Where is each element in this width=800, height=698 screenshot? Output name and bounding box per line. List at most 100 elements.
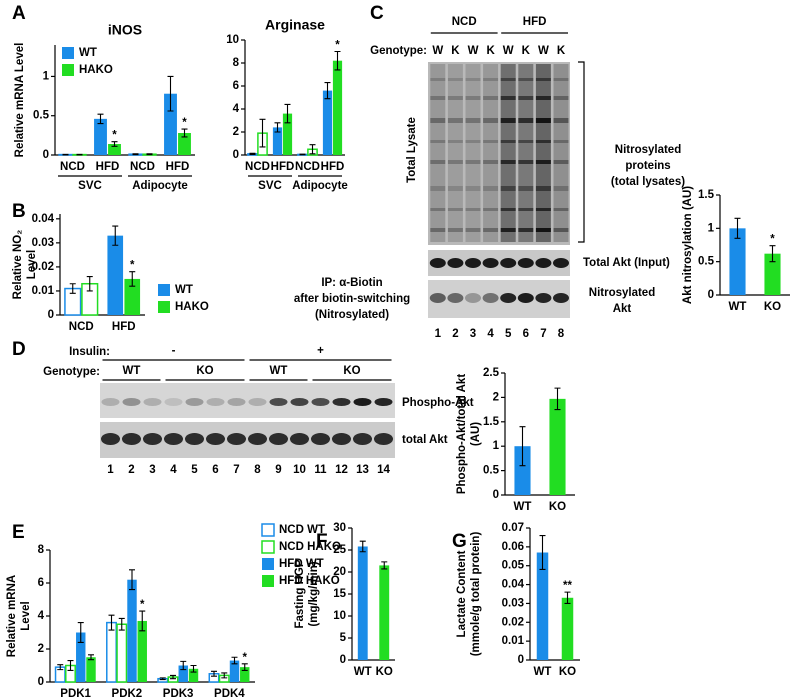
blot-band: [248, 398, 267, 406]
panel-letter: C: [370, 3, 384, 24]
blot-band: [465, 228, 481, 232]
y-tick-label: 0.01: [502, 635, 525, 647]
lane-number: 5: [505, 328, 512, 340]
bar: [379, 565, 390, 660]
blot-band: [500, 186, 516, 191]
ip-label: (Nitrosylated): [315, 309, 389, 321]
y-tick-label: 2: [233, 126, 239, 138]
blot-band: [483, 96, 499, 100]
legend-swatch: [262, 575, 274, 587]
y-tick-label: 0: [233, 149, 239, 161]
error-bar: [180, 660, 187, 671]
bar: [322, 90, 333, 155]
treatment: -: [172, 345, 176, 357]
y-tick-label: 30: [333, 522, 346, 534]
x-tick-label: HFD: [166, 161, 190, 173]
y-tick-label: 0: [340, 654, 346, 666]
blot-band: [483, 160, 499, 164]
blot-band: [430, 78, 446, 81]
y-axis-label: Relative NO₂: [12, 230, 24, 300]
group-label: SVC: [78, 180, 102, 192]
blot-band: [164, 398, 183, 406]
y-tick-label: 10: [333, 610, 346, 622]
blot-band: [101, 398, 120, 406]
genotype: KO: [343, 365, 360, 377]
legend-swatch: [62, 47, 74, 59]
error-bar: [309, 144, 316, 155]
y-tick-label: 1: [493, 440, 500, 452]
error-bar: [69, 283, 76, 294]
blot-band: [269, 398, 288, 406]
x-tick-label: WT: [354, 666, 372, 678]
blot-smear: [483, 64, 499, 242]
band-label: proteins: [625, 160, 670, 172]
blot-band: [518, 96, 534, 100]
error-bar: [77, 622, 84, 643]
blot-band: [430, 186, 446, 191]
blot-band: [517, 258, 534, 268]
bar: [108, 144, 121, 155]
blot-band: [311, 433, 330, 445]
blot-band: [353, 433, 372, 445]
y-tick-label: 8: [233, 57, 240, 69]
blot-band: [535, 293, 552, 303]
legend-swatch: [261, 540, 275, 554]
x-tick-label: NCD: [245, 161, 270, 173]
error-bar: [67, 660, 74, 671]
panel-letter: B: [12, 201, 26, 222]
error-bar: [190, 664, 197, 673]
blot-band: [553, 78, 569, 81]
legend-label: HFD WT: [279, 558, 324, 570]
significance-marker: *: [112, 130, 117, 142]
bar: [332, 60, 343, 156]
y-tick-label: 20: [333, 566, 346, 578]
y-tick-label: 1: [708, 222, 715, 234]
blot-band: [227, 398, 246, 406]
blot-band: [500, 258, 517, 268]
blot-band: [500, 140, 516, 143]
blot-band: [447, 118, 463, 123]
x-tick-label: KO: [559, 666, 576, 678]
panel-letter: F: [316, 531, 328, 552]
bar: [116, 623, 128, 683]
error-bar: [334, 50, 341, 71]
error-bar: [564, 591, 571, 604]
bar: [164, 93, 177, 155]
x-tick-label: KO: [376, 666, 393, 678]
error-bar: [129, 569, 135, 591]
chart-title: Arginase: [265, 17, 325, 33]
lane-number: 13: [356, 464, 369, 476]
y-tick-label: 0.04: [502, 579, 525, 591]
blot-lysate: [428, 62, 570, 245]
treatment: +: [317, 345, 324, 357]
ip-label: IP: α-Biotin: [321, 277, 382, 289]
blot-band: [447, 78, 463, 81]
x-tick-label: NCD: [60, 161, 85, 173]
error-bar: [129, 271, 136, 287]
error-bar: [211, 670, 217, 677]
blot-band: [332, 433, 351, 445]
bar: [561, 597, 574, 660]
blot-band: [430, 140, 446, 143]
panel-letter: A: [12, 3, 26, 24]
band-label: Nitrosylated: [615, 144, 681, 156]
blot-band: [332, 398, 351, 406]
group-label: SVC: [258, 180, 282, 192]
band-label: Phospho-Akt: [402, 397, 474, 409]
genotype: W: [538, 45, 549, 57]
blot-band: [553, 96, 569, 100]
y-tick-label: 1.5: [698, 189, 715, 201]
lane-number: 6: [523, 328, 529, 340]
blot-band: [553, 160, 569, 164]
group-label: HFD: [523, 16, 547, 28]
error-bar: [241, 663, 248, 671]
x-tick-label: HFD: [112, 321, 136, 333]
y-tick-label: 2: [493, 391, 499, 403]
blot-band: [518, 160, 534, 164]
error-bar: [97, 113, 104, 125]
blot-band: [101, 433, 120, 445]
x-tick-label: HFD: [96, 161, 120, 173]
blot-band: [518, 208, 534, 211]
genotype: W: [468, 45, 479, 57]
blot-band: [500, 78, 516, 81]
